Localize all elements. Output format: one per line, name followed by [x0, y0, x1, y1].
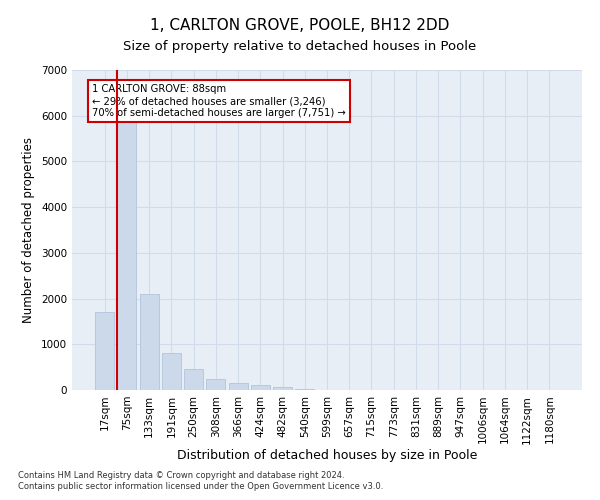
Bar [118, 98, 136, 390]
X-axis label: Distribution of detached houses by size in Poole: Distribution of detached houses by size … [177, 449, 477, 462]
Bar [140, 294, 158, 390]
Y-axis label: Number of detached properties: Number of detached properties [22, 137, 35, 323]
Bar [206, 380, 225, 390]
Bar [184, 370, 203, 390]
Text: Contains public sector information licensed under the Open Government Licence v3: Contains public sector information licen… [18, 482, 383, 491]
Text: 1, CARLTON GROVE, POOLE, BH12 2DD: 1, CARLTON GROVE, POOLE, BH12 2DD [151, 18, 449, 32]
Bar [273, 387, 292, 390]
Bar [95, 312, 114, 390]
Bar [229, 383, 248, 390]
Bar [295, 388, 314, 390]
Text: Size of property relative to detached houses in Poole: Size of property relative to detached ho… [124, 40, 476, 53]
Text: 1 CARLTON GROVE: 88sqm
← 29% of detached houses are smaller (3,246)
70% of semi-: 1 CARLTON GROVE: 88sqm ← 29% of detached… [92, 84, 346, 117]
Bar [162, 354, 181, 390]
Bar [251, 384, 270, 390]
Text: Contains HM Land Registry data © Crown copyright and database right 2024.: Contains HM Land Registry data © Crown c… [18, 470, 344, 480]
